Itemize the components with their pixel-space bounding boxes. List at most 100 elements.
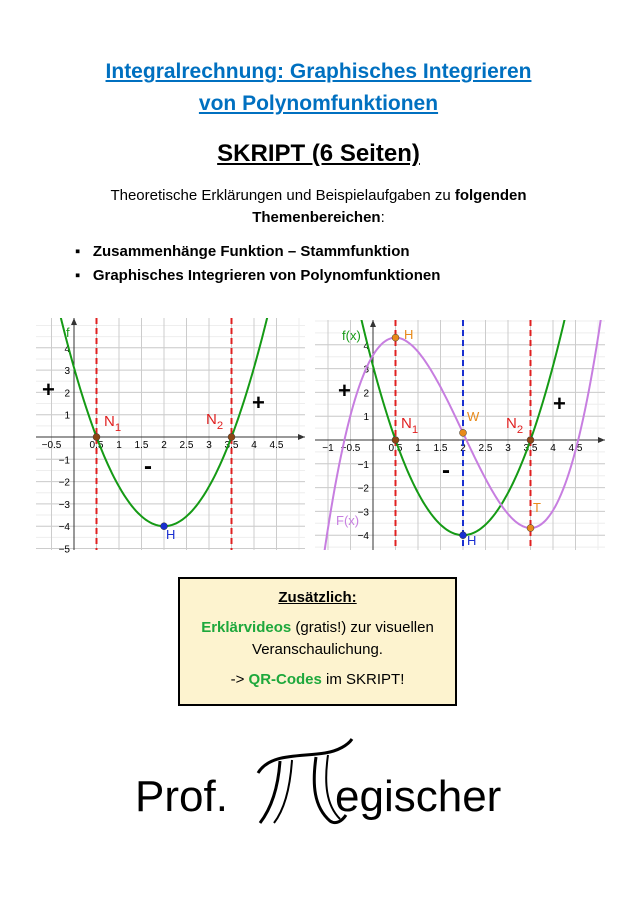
graph-label: N1 (104, 413, 121, 434)
graph-label: N1 (401, 415, 418, 436)
point (92, 433, 101, 441)
x-tick-label: 2 (161, 440, 167, 451)
intro: Theoretische Erklärungen und Beispielauf… (0, 185, 637, 229)
label-text: f (66, 325, 70, 340)
bullet-text: Graphisches Integrieren von Polynomfunkt… (92, 267, 441, 284)
point (391, 333, 400, 342)
x-tick-label: 3.5 (225, 440, 239, 451)
label-sub: 1 (115, 422, 121, 434)
label-text: W (467, 409, 480, 424)
arrow (370, 320, 376, 327)
graph-label: H (166, 527, 175, 542)
x-tick-label: 2.5 (180, 440, 194, 451)
y-tick-label: −4 (358, 531, 370, 542)
bullet-text: Zusammenhänge Funktion – Stammfunktion (92, 243, 410, 260)
x-tick-label: 1.5 (434, 443, 448, 454)
graph: −1 −0.5 0.5 1 1.5 2 2.5 3 3.5 4 4.54321−1−2−3−4f(x… (315, 320, 605, 550)
y-tick-label: −2 (358, 484, 370, 495)
label-text: + (553, 391, 566, 416)
curve (59, 318, 269, 528)
label-text: - (144, 453, 152, 480)
label-text: f(x) (342, 328, 361, 343)
y-tick-label: −1 (358, 460, 370, 471)
label-sub: 2 (217, 420, 223, 432)
label-text: H (166, 527, 175, 542)
arrow (598, 437, 605, 443)
x-tick-label: 2 (460, 443, 466, 454)
y-tick-label: 4 (363, 341, 369, 352)
point (526, 436, 535, 444)
y-tick-label: −2 (59, 478, 71, 489)
graph-label: N2 (506, 415, 523, 436)
logo-suffix: egischer (335, 772, 502, 821)
graph-label: T (533, 500, 541, 515)
x-tick-label: 2.5 (479, 443, 493, 454)
x-tick-label: 3 (505, 443, 511, 454)
arrow (71, 318, 77, 325)
y-tick-label: −5 (59, 545, 71, 556)
graph-label: - (442, 457, 450, 484)
y-tick-label: −3 (59, 500, 71, 511)
box-heading: Zusätzlich: (278, 589, 357, 606)
label-text: - (442, 457, 450, 484)
graph-label: + (42, 377, 55, 402)
bullet-list: ▪ Zusammenhänge Funktion – Stammfunktion… (75, 240, 440, 288)
graph-label: F(x) (336, 513, 359, 528)
y-tick-label: 2 (363, 388, 369, 399)
arrow (298, 434, 305, 440)
box-text: im SKRIPT! (321, 671, 405, 688)
label-text: + (338, 378, 351, 403)
title: Integralrechnung: Graphisches Integriere… (105, 60, 532, 83)
label-text: + (252, 390, 265, 415)
graph-label: + (252, 390, 265, 415)
y-tick-label: 1 (64, 411, 70, 422)
graph-label: f (66, 325, 70, 340)
box-highlight: QR-Codes (248, 671, 322, 688)
x-tick-label: 1.5 (135, 440, 149, 451)
graph-label: f(x) (342, 328, 361, 343)
x-tick-label: 3 (206, 440, 212, 451)
y-tick-label: 4 (64, 344, 70, 355)
point (459, 429, 467, 437)
box-text: -> (230, 671, 249, 688)
intro-bold: folgenden (454, 187, 527, 204)
label-text: N (401, 415, 412, 432)
intro-text: : (380, 209, 385, 226)
box-text: (gratis!) zur visuellen (291, 619, 434, 636)
curve (323, 320, 602, 550)
x-tick-label: −1 (322, 443, 334, 454)
point (227, 433, 236, 441)
intro-bold: Themenbereichen (252, 209, 381, 226)
label-text: T (533, 500, 541, 515)
label-text: + (42, 377, 55, 402)
point (391, 436, 400, 444)
point (160, 522, 168, 530)
info-box: Zusätzlich: Erklärvideos (gratis!) zur v… (178, 577, 457, 706)
logo-prefix: Prof. (135, 772, 228, 821)
graphs: −0.5 0.5 1 1.5 2 2.5 3 3.5 4 4.54321−1−2−3−4−5fN1… (36, 318, 605, 556)
label-text: H (467, 533, 476, 548)
label-text: F(x) (336, 513, 359, 528)
y-tick-label: 2 (64, 388, 70, 399)
label-sub: 2 (517, 424, 523, 436)
label-text: N (506, 415, 517, 432)
y-tick-label: 1 (363, 412, 369, 423)
graph-label: N2 (206, 411, 223, 432)
x-tick-label: 1 (116, 440, 122, 451)
graph: −0.5 0.5 1 1.5 2 2.5 3 3.5 4 4.54321−1−2−3−4−5fN1… (36, 318, 305, 556)
x-tick-label: −0.5 (341, 443, 361, 454)
graph-label: - (144, 453, 152, 480)
box-text: Veranschaulichung. (252, 641, 383, 658)
point (526, 524, 535, 532)
label-text: N (206, 411, 217, 428)
title: von Polynomfunktionen (198, 92, 439, 115)
label-sub: 1 (412, 424, 418, 436)
y-tick-label: −1 (59, 455, 71, 466)
graph-label: H (467, 533, 476, 548)
x-tick-label: 4 (251, 440, 257, 451)
bullet: ▪ Zusammenhänge Funktion – Stammfunktion (75, 243, 410, 260)
x-tick-label: 0.5 (389, 443, 403, 454)
graph-label: W (467, 409, 480, 424)
x-tick-label: 3.5 (524, 443, 538, 454)
